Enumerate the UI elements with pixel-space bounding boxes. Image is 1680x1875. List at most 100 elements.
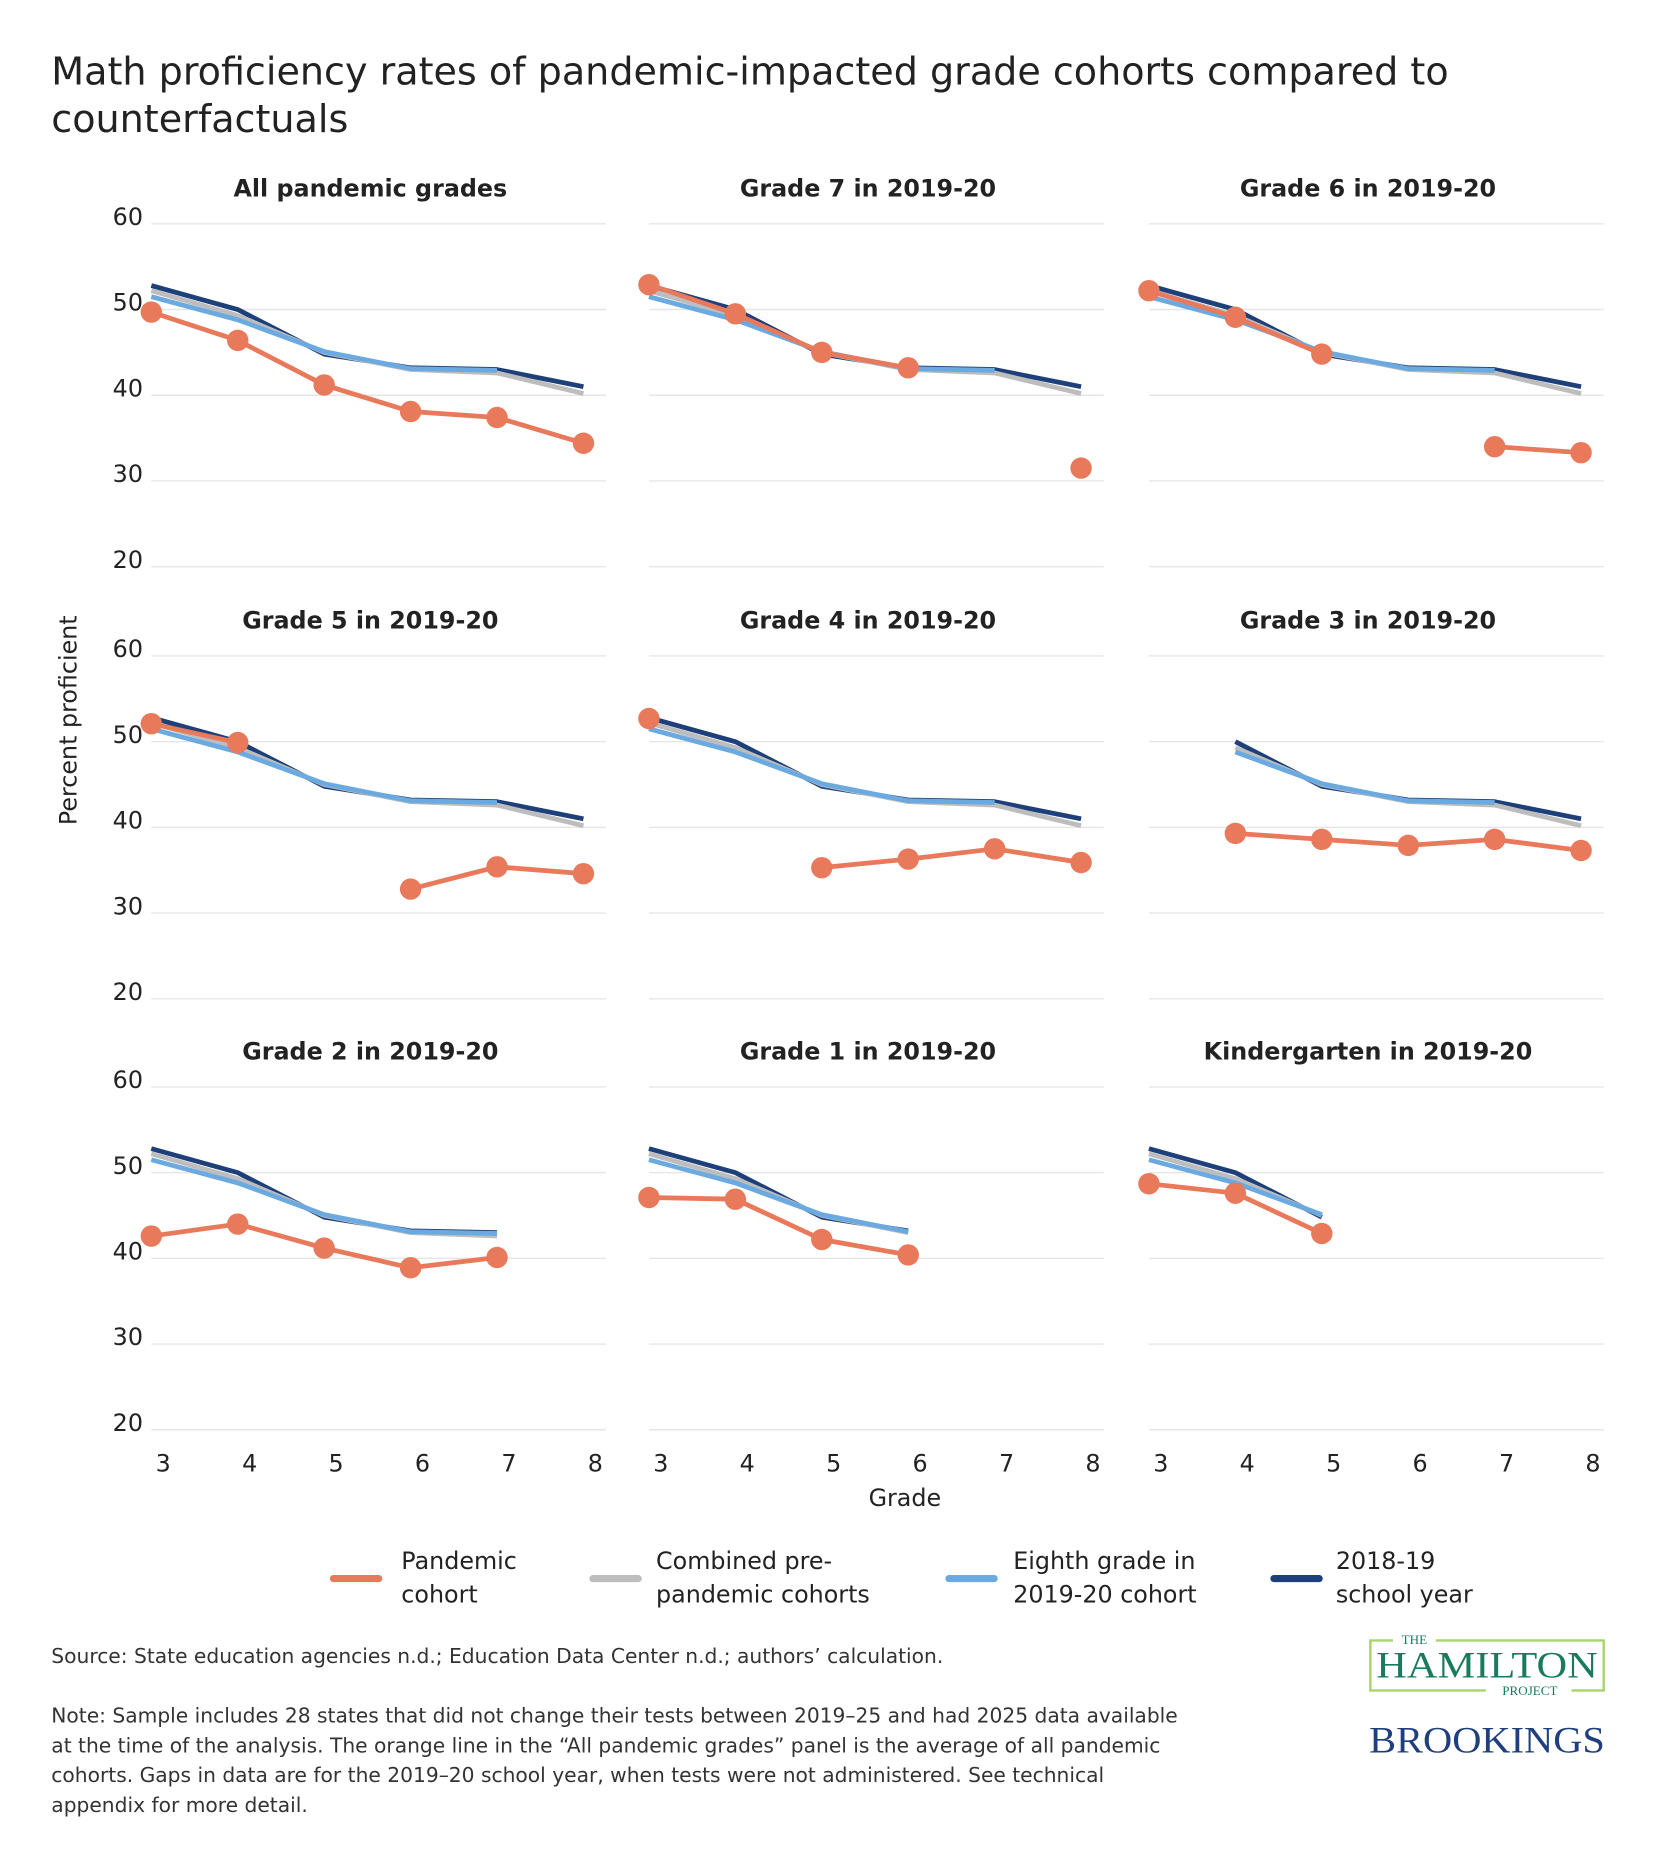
panel-title: Grade 3 in 2019-20 bbox=[1240, 607, 1496, 635]
pandemic-line-segment bbox=[1494, 444, 1582, 456]
panel-3: Grade 6 in 2019-20 bbox=[1138, 174, 1604, 568]
pandemic-point bbox=[1070, 457, 1092, 479]
x-tick-label: 6 bbox=[1413, 1449, 1428, 1477]
pandemic-line-segment bbox=[821, 856, 909, 871]
x-tick-label: 8 bbox=[588, 1449, 603, 1477]
y-tick-label: 50 bbox=[113, 1152, 143, 1180]
panel-5: Grade 4 in 2019-20 bbox=[638, 607, 1104, 1000]
pandemic-point bbox=[811, 856, 833, 879]
x-tick-label: 3 bbox=[1153, 1449, 1168, 1477]
panels: All pandemic grades 60 50 40 30 20 Grade 7 in … bbox=[113, 174, 1604, 1477]
pandemic-point bbox=[140, 1225, 163, 1247]
pandemic-line-segment bbox=[1408, 837, 1495, 848]
line-combined-pre-pandemic bbox=[150, 288, 585, 396]
pandemic-point bbox=[313, 374, 335, 396]
hamilton-project-logo: THE HAMILTON PROJECT bbox=[1369, 1630, 1605, 1698]
line-eighth-grade-cohort bbox=[648, 726, 995, 805]
panel-7: Grade 2 in 2019-20 60 50 40 30 20 3 4 5 6 7 8 bbox=[113, 1038, 607, 1477]
panel-title: Grade 4 in 2019-20 bbox=[740, 607, 996, 635]
pandemic-line-segment bbox=[1321, 837, 1409, 848]
y-tick-label: 40 bbox=[113, 807, 143, 835]
x-tick-label: 6 bbox=[913, 1449, 928, 1477]
x-tick-label: 7 bbox=[501, 1449, 516, 1477]
pandemic-line-segment bbox=[907, 846, 995, 862]
legend-label-combined: pandemic cohorts bbox=[656, 1580, 870, 1608]
hamilton-the: THE bbox=[1402, 1632, 1427, 1647]
pandemic-point bbox=[486, 856, 508, 878]
pandemic-line-segment bbox=[496, 864, 584, 877]
pandemic-point bbox=[724, 303, 747, 325]
x-tick-label: 4 bbox=[242, 1449, 257, 1477]
pandemic-point bbox=[1224, 306, 1247, 328]
line-2018-19-school-year bbox=[150, 1146, 498, 1235]
y-tick-label: 20 bbox=[113, 546, 143, 574]
legend-label-pandemic: cohort bbox=[401, 1580, 477, 1608]
panel-title: All pandemic grades bbox=[233, 174, 507, 202]
pandemic-point bbox=[399, 878, 422, 900]
pandemic-point bbox=[399, 1257, 422, 1279]
pandemic-line-segment bbox=[648, 1195, 736, 1202]
line-eighth-grade-cohort bbox=[1234, 749, 1495, 805]
pandemic-point bbox=[811, 341, 833, 364]
y-tick-label: 30 bbox=[113, 892, 143, 920]
pandemic-line-segment bbox=[1494, 837, 1582, 853]
line-2018-19-school-year bbox=[648, 715, 1082, 822]
legend-label-eighth: 2019-20 cohort bbox=[1013, 1580, 1196, 1608]
pandemic-point bbox=[897, 357, 919, 379]
hamilton-name: HAMILTON bbox=[1376, 1644, 1597, 1685]
line-eighth-grade-cohort bbox=[150, 1157, 498, 1236]
pandemic-point bbox=[399, 400, 422, 423]
pandemic-line-segment bbox=[237, 1221, 325, 1251]
pandemic-point bbox=[140, 301, 163, 323]
panel-title: Grade 5 in 2019-20 bbox=[242, 607, 498, 635]
pandemic-point bbox=[897, 1244, 919, 1266]
pandemic-point bbox=[1070, 851, 1092, 874]
y-tick-label: 60 bbox=[113, 1066, 143, 1094]
pandemic-point bbox=[1311, 343, 1333, 365]
line-2018-19-school-year bbox=[1234, 739, 1582, 822]
pandemic-line-segment bbox=[410, 1255, 498, 1271]
hamilton-project: PROJECT bbox=[1502, 1683, 1557, 1698]
line-combined-pre-pandemic bbox=[1234, 745, 1582, 828]
pandemic-line-segment bbox=[1234, 1191, 1323, 1236]
panel-6: Grade 3 in 2019-20 bbox=[1148, 607, 1604, 1000]
pandemic-point bbox=[638, 707, 660, 730]
panel-title: Grade 7 in 2019-20 bbox=[740, 174, 996, 202]
chart-title-line-1: Math proficiency rates of pandemic-impac… bbox=[51, 50, 1448, 94]
legend-label-eighth: Eighth grade in bbox=[1013, 1547, 1195, 1575]
pandemic-point bbox=[724, 1188, 747, 1210]
line-combined-pre-pandemic bbox=[648, 720, 1082, 828]
line-2018-19-school-year bbox=[1148, 283, 1582, 390]
brookings-logo: BROOKINGS bbox=[1369, 1719, 1605, 1760]
line-combined-pre-pandemic bbox=[1148, 288, 1582, 396]
note-line-2: at the time of the analysis. The orange … bbox=[51, 1733, 1160, 1757]
pandemic-line-segment bbox=[323, 1245, 412, 1271]
legend: Pandemic cohort Combined pre-pandemic coho… bbox=[329, 1547, 1473, 1608]
chart-title-line-2: counterfactuals bbox=[51, 97, 348, 141]
x-tick-label: 8 bbox=[1585, 1449, 1600, 1477]
y-tick-label: 60 bbox=[113, 635, 143, 663]
pandemic-line-segment bbox=[150, 721, 239, 745]
pandemic-point bbox=[1570, 839, 1592, 862]
x-tick-label: 6 bbox=[415, 1449, 430, 1477]
x-tick-label: 8 bbox=[1085, 1449, 1100, 1477]
line-eighth-grade-cohort bbox=[150, 726, 498, 805]
pandemic-line-segment bbox=[734, 311, 823, 355]
y-tick-label: 50 bbox=[113, 289, 143, 317]
pandemic-point bbox=[227, 731, 249, 754]
legend-label-y1819: school year bbox=[1336, 1580, 1473, 1608]
pandemic-line-segment bbox=[1234, 315, 1323, 357]
pandemic-line-segment bbox=[236, 338, 326, 388]
pandemic-point bbox=[1224, 822, 1247, 845]
x-tick-label: 3 bbox=[156, 1449, 171, 1477]
pandemic-line-segment bbox=[821, 1237, 909, 1258]
x-tick-label: 3 bbox=[653, 1449, 668, 1477]
legend-label-combined: Combined pre- bbox=[656, 1547, 832, 1575]
y-axis-label: Percent proficient bbox=[54, 615, 82, 825]
pandemic-point bbox=[140, 712, 163, 735]
pandemic-point bbox=[897, 848, 919, 870]
line-2018-19-school-year bbox=[648, 283, 1082, 390]
pandemic-point bbox=[572, 862, 595, 885]
pandemic-line-segment bbox=[1148, 1181, 1236, 1196]
x-tick-label: 5 bbox=[826, 1449, 841, 1477]
